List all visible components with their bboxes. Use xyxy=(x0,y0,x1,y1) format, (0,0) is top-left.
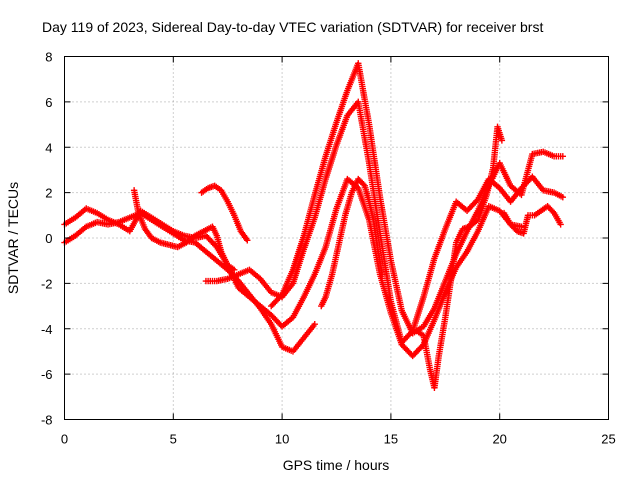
data-point xyxy=(231,266,238,273)
data-series xyxy=(61,60,567,391)
data-point xyxy=(559,153,567,160)
x-tick-label: 25 xyxy=(601,432,615,447)
data-point xyxy=(473,197,480,205)
x-tick-label: 20 xyxy=(492,432,506,447)
data-point xyxy=(557,221,564,228)
series-track-9 xyxy=(500,203,564,237)
y-tick-label: 6 xyxy=(45,95,52,110)
y-tick-label: -6 xyxy=(41,367,53,382)
y-tick-label: 2 xyxy=(45,186,52,201)
x-tick-label: 0 xyxy=(61,432,68,447)
data-point xyxy=(277,292,284,300)
y-tick-label: -4 xyxy=(41,322,53,337)
x-tick-label: 15 xyxy=(384,432,398,447)
data-point xyxy=(549,208,556,215)
x-axis-label: GPS time / hours xyxy=(283,457,390,473)
y-tick-label: 0 xyxy=(45,231,52,246)
x-tick-label: 5 xyxy=(170,432,177,447)
series-track-8 xyxy=(413,123,506,391)
series-track-5 xyxy=(198,182,251,244)
series-track-6 xyxy=(130,187,238,273)
grid xyxy=(64,56,609,420)
y-axis-label: SDTVAR / TECUs xyxy=(5,182,21,294)
axis-ticks xyxy=(64,56,609,420)
chart-title: Day 119 of 2023, Sidereal Day-to-day VTE… xyxy=(42,19,543,35)
y-tick-label: -8 xyxy=(41,413,53,428)
data-point xyxy=(559,193,567,201)
y-tick-label: 4 xyxy=(45,140,52,155)
y-tick-label: 8 xyxy=(45,50,52,65)
series-track-2 xyxy=(61,209,318,355)
y-tick-label: -2 xyxy=(41,276,53,291)
data-point xyxy=(311,321,318,328)
data-point xyxy=(378,271,386,278)
series-track-7 xyxy=(318,175,386,310)
data-point xyxy=(244,237,251,244)
data-point xyxy=(498,137,506,144)
data-point xyxy=(360,181,367,188)
x-tick-labels: 0 5 10 15 20 25 xyxy=(61,432,616,447)
series-track-3 xyxy=(202,98,567,346)
y-tick-labels: -8 -6 -4 -2 0 2 4 6 8 xyxy=(41,50,53,428)
x-tick-label: 10 xyxy=(275,432,289,447)
